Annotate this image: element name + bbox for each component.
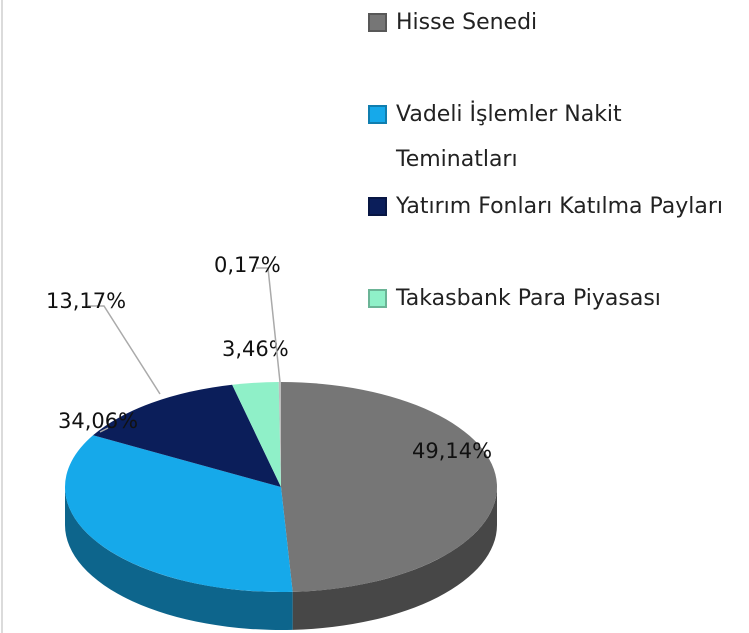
leader-line [99, 427, 109, 433]
legend-swatch [368, 105, 387, 124]
slice-side [292, 487, 497, 630]
legend-swatch [368, 197, 387, 216]
slice [281, 381, 498, 592]
legend-entry: Takasbank Para Piyasası [368, 276, 748, 368]
slice [93, 384, 281, 487]
legend-label: Takasbank Para Piyasası [396, 286, 661, 311]
leader-line [256, 267, 281, 383]
legend: Hisse Senedi Vadeli İşlemler Nakit Temina… [368, 0, 748, 368]
legend-swatch [368, 289, 387, 308]
data-label: 13,17% [46, 289, 126, 313]
data-label: 49,14% [412, 439, 492, 463]
legend-entry: Vadeli İşlemler Nakit Teminatları [368, 92, 748, 184]
legend-label: Hisse Senedi [396, 10, 538, 35]
slice [232, 382, 281, 487]
data-label: 3,46% [222, 337, 289, 361]
legend-label: Yatırım Fonları Katılma Payları [396, 194, 724, 219]
slice [278, 382, 281, 487]
legend-label: Vadeli İşlemler Nakit Teminatları [396, 102, 622, 172]
legend-entry: Yatırım Fonları Katılma Payları [368, 184, 748, 276]
leader-line [88, 305, 161, 395]
data-label: 34,06% [58, 409, 138, 433]
legend-entry: Hisse Senedi [368, 0, 748, 92]
slice-side [65, 487, 293, 630]
data-label: 0,17% [214, 253, 281, 277]
legend-swatch [368, 13, 387, 32]
slice [65, 435, 293, 592]
